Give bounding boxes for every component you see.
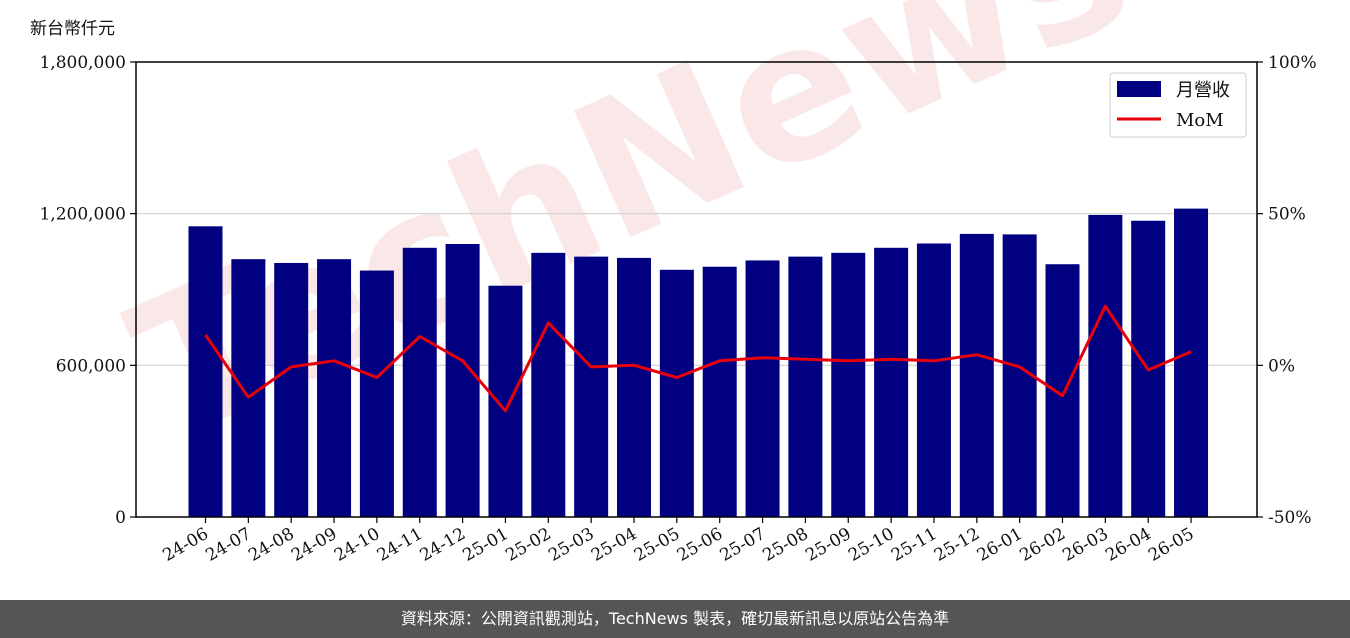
bar-24-12 [445, 244, 480, 517]
bar-25-03 [574, 256, 609, 517]
mom-line-series [204, 304, 1192, 413]
bar-25-06 [702, 266, 737, 517]
x-tick-label: 25-06 [674, 524, 726, 566]
bar-25-02 [531, 252, 566, 517]
x-tick-label: 24-10 [331, 524, 383, 566]
legend-bar-swatch [1117, 81, 1161, 97]
x-tick-label: 24-12 [417, 524, 469, 566]
bar-24-06 [188, 226, 223, 518]
bar-25-10 [874, 247, 909, 517]
x-tick-label: 26-01 [974, 524, 1026, 566]
x-tick-label: 26-02 [1017, 524, 1069, 566]
x-tick-label: 25-09 [802, 524, 854, 566]
bar-24-10 [359, 270, 394, 517]
x-tick-label: 25-02 [502, 524, 554, 566]
x-tick-label: 24-09 [288, 524, 340, 566]
right-tick-label: -50% [1268, 508, 1312, 528]
x-tick-label: 25-12 [931, 524, 983, 566]
bar-25-09 [831, 252, 866, 517]
right-tick-label: 100% [1268, 53, 1317, 73]
bar-24-09 [317, 259, 352, 517]
revenue-chart: TechNews 0600,0001,200,0001,800,000-50%0… [39, 0, 1317, 566]
x-tick-label: 26-04 [1102, 524, 1154, 566]
legend-label-revenue: 月營收 [1176, 80, 1230, 101]
x-tick-label: 24-11 [374, 524, 426, 566]
bar-25-01 [488, 285, 523, 517]
legend: 月營收 MoM [1109, 72, 1247, 138]
bar-26-05 [1174, 208, 1209, 517]
bar-25-12 [959, 233, 994, 517]
right-tick-label: 0% [1268, 356, 1295, 376]
x-tick-label: 24-06 [160, 524, 212, 566]
x-tick-label: 26-05 [1145, 524, 1197, 566]
source-footer: 資料來源：公開資訊觀測站，TechNews 製表，確切最新訊息以原站公告為準 [0, 600, 1350, 638]
left-tick-label: 600,000 [56, 356, 126, 376]
x-tick-label: 24-07 [202, 524, 254, 566]
bar-24-11 [402, 247, 437, 517]
plot-frame [135, 61, 1258, 518]
x-tick-label: 25-01 [460, 524, 512, 566]
x-tick-label: 25-07 [717, 524, 769, 566]
x-tick-label: 25-08 [759, 524, 811, 566]
legend-label-mom: MoM [1176, 110, 1224, 131]
bar-25-05 [659, 269, 694, 517]
bar-25-07 [745, 260, 780, 517]
left-tick-label: 1,200,000 [39, 205, 126, 225]
x-tick-label: 25-04 [588, 524, 640, 566]
x-tick-label: 25-11 [888, 524, 940, 566]
bar-series [188, 208, 1209, 518]
bar-26-02 [1045, 264, 1080, 517]
bar-26-03 [1088, 214, 1123, 518]
mom-line [204, 304, 1192, 413]
bar-25-11 [916, 243, 951, 517]
right-tick-label: 50% [1268, 205, 1306, 225]
y-axis-unit-label: 新台幣仟元 [30, 19, 115, 39]
x-tick-label: 25-05 [631, 524, 683, 566]
bar-24-08 [274, 262, 309, 517]
x-tick-label: 26-03 [1059, 524, 1111, 566]
bar-25-04 [617, 257, 651, 517]
x-tick-label: 25-03 [545, 524, 597, 566]
x-tick-label: 24-08 [245, 524, 297, 566]
left-tick-label: 1,800,000 [39, 53, 126, 73]
left-tick-label: 0 [115, 508, 126, 528]
x-tick-label: 25-10 [845, 524, 897, 566]
bar-25-08 [788, 256, 823, 517]
